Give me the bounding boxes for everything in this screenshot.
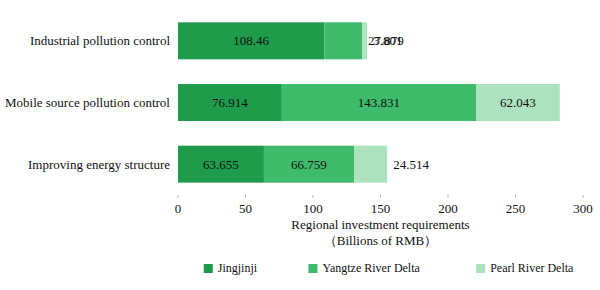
tick-mark — [313, 195, 314, 198]
bar-segment — [178, 22, 324, 59]
data-label: 76.914 — [212, 95, 248, 110]
x-axis-title: Regional investment requirements — [291, 217, 469, 232]
chart-svg: 108.46 27.8793.801 76.914 143.831 62.043 63.6… — [0, 0, 600, 290]
tick-label: 250 — [506, 201, 526, 216]
bar-segment — [324, 22, 362, 59]
tick-mark — [583, 195, 584, 198]
tick-label: 0 — [175, 201, 182, 216]
legend: Jingjinji Yangtze River Delta Pearl River … — [204, 261, 574, 275]
tick-label: 100 — [303, 201, 323, 216]
data-label: 63.655 — [203, 157, 239, 172]
category-label: Improving energy structure — [28, 157, 170, 172]
bar-segment — [282, 84, 476, 121]
bars — [178, 22, 560, 182]
legend-swatch — [476, 264, 485, 273]
chart-container: 108.46 27.8793.801 76.914 143.831 62.043 63.6… — [0, 0, 600, 290]
bar-segment — [354, 146, 387, 183]
bar-segment — [264, 146, 354, 183]
tick-mark — [515, 195, 516, 198]
tick-mark — [178, 195, 179, 198]
bar-segment — [476, 84, 560, 121]
bar-segment — [362, 22, 367, 59]
data-label: 27.879 — [368, 33, 404, 48]
tick-label: 200 — [438, 201, 458, 216]
legend-swatch — [308, 264, 317, 273]
tick-label: 300 — [573, 201, 593, 216]
x-axis-unit: （Billions of RMB） — [324, 233, 437, 248]
legend-swatch — [204, 264, 213, 273]
bar-segment — [178, 84, 282, 121]
category-label: Industrial pollution control — [30, 33, 170, 48]
tick-mark — [380, 195, 381, 198]
tick-label: 50 — [239, 201, 252, 216]
category-label: Mobile source pollution control — [5, 95, 170, 110]
tick-mark — [245, 195, 246, 198]
data-label: 3.801 — [373, 33, 402, 48]
legend-label: Pearl River Delta — [490, 261, 574, 275]
legend-label: Yangtze River Delta — [322, 261, 420, 275]
data-label: 108.46 — [233, 33, 269, 48]
data-label: 143.831 — [358, 95, 400, 110]
data-label: 66.759 — [291, 157, 327, 172]
data-label: 62.043 — [500, 95, 536, 110]
bar-segment — [178, 146, 264, 183]
tick-mark — [448, 195, 449, 198]
data-label: 24.514 — [393, 157, 429, 172]
tick-label: 150 — [371, 201, 391, 216]
data-labels: 108.46 27.8793.801 76.914 143.831 62.043 63.6… — [203, 33, 536, 171]
legend-label: Jingjinji — [218, 261, 258, 275]
